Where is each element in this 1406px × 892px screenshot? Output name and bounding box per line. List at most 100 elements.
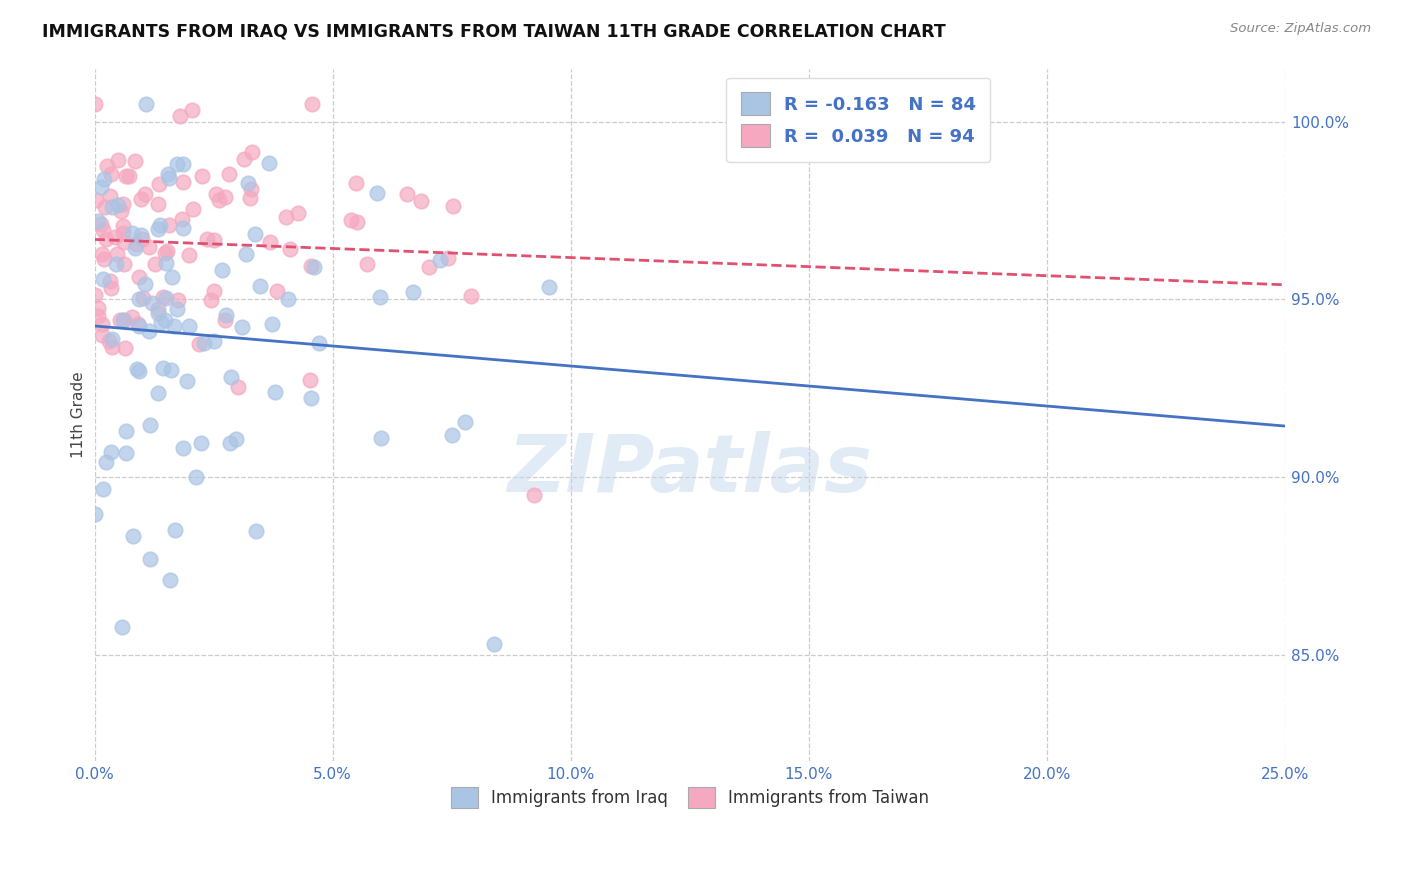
Point [107,153,129,168]
Point [159,363,181,377]
Point [259,235,281,249]
Point [105,246,128,260]
Point [87,309,110,323]
Point [91,318,114,332]
Point [368,290,391,304]
Point [184,469,207,483]
Point [111,227,134,241]
Point [117,169,139,183]
Point [170,211,193,226]
Point [124,153,146,168]
Point [104,230,127,244]
Point [257,155,280,169]
Point [190,435,212,450]
Point [91,223,114,237]
Point [115,446,138,460]
Point [166,157,188,171]
Point [346,215,368,229]
Point [160,270,183,285]
Point [152,290,174,304]
Point [135,97,157,112]
Point [131,232,153,246]
Point [93,172,115,186]
Point [112,257,135,271]
Point [205,187,228,202]
Point [523,488,546,502]
Point [152,361,174,376]
Point [277,293,299,307]
Point [146,302,169,317]
Point [263,384,285,399]
Point [370,431,392,445]
Point [94,201,117,215]
Point [128,269,150,284]
Point [245,524,267,539]
Point [100,281,122,295]
Point [114,341,136,355]
Point [301,97,323,112]
Point [139,418,162,433]
Point [278,242,301,256]
Point [146,221,169,235]
Point [299,391,322,405]
Point [91,327,114,342]
Point [98,273,121,287]
Point [132,291,155,305]
Point [218,167,240,181]
Point [134,277,156,291]
Point [84,193,107,207]
Point [128,292,150,306]
Point [395,187,418,202]
Point [105,257,128,271]
Point [215,308,238,322]
Point [84,97,107,112]
Point [233,153,256,167]
Point [202,233,225,247]
Point [157,219,180,233]
Point [100,332,122,346]
Point [187,337,209,351]
Point [200,293,222,307]
Point [163,523,186,537]
Point [134,186,156,201]
Legend: Immigrants from Iraq, Immigrants from Taiwan: Immigrants from Iraq, Immigrants from Ta… [444,780,935,815]
Point [219,435,242,450]
Point [339,212,361,227]
Point [128,364,150,378]
Point [221,369,243,384]
Point [107,198,129,212]
Point [172,175,194,189]
Point [100,167,122,181]
Point [235,246,257,260]
Point [418,260,440,274]
Point [127,318,149,332]
Point [302,260,325,274]
Point [90,180,112,194]
Point [172,157,194,171]
Point [93,252,115,267]
Point [191,169,214,183]
Point [181,202,204,216]
Point [138,324,160,338]
Point [156,168,179,182]
Point [111,620,134,634]
Point [90,247,112,261]
Point [356,257,378,271]
Point [214,313,236,327]
Point [163,318,186,333]
Point [266,284,288,298]
Text: IMMIGRANTS FROM IRAQ VS IMMIGRANTS FROM TAIWAN 11TH GRADE CORRELATION CHART: IMMIGRANTS FROM IRAQ VS IMMIGRANTS FROM … [42,22,946,40]
Point [214,190,236,204]
Point [176,374,198,388]
Point [245,227,267,242]
Point [202,284,225,298]
Point [262,318,284,332]
Point [148,385,170,400]
Point [179,248,201,262]
Point [86,214,108,228]
Point [208,193,231,207]
Point [87,301,110,315]
Point [239,191,262,205]
Point [138,240,160,254]
Point [429,252,451,267]
